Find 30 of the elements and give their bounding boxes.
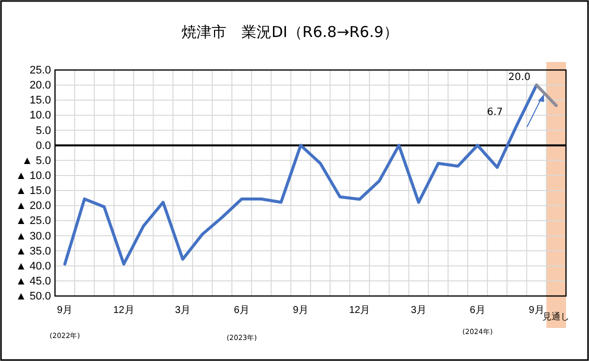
y-tick-label: 25.0 [30, 64, 51, 77]
y-tick-label: ▲ 40.0 [16, 260, 51, 272]
y-tick-label: ▲ 5.0 [22, 154, 51, 167]
x-tick-label: 6月 [234, 305, 250, 316]
y-tick-label: ▲ 50.0 [16, 290, 51, 303]
y-tick-label: 20.0 [30, 80, 51, 92]
y-tick-label: 5.0 [36, 124, 51, 137]
y-tick-label: ▲ 10.0 [16, 170, 51, 182]
data-label: 20.0 [508, 72, 531, 84]
y-tick-label: ▲ 25.0 [16, 215, 51, 228]
x-tick-label: 3月 [174, 305, 191, 316]
y-tick-label: ▲ 20.0 [16, 200, 51, 212]
x-tick-label: 3月 [410, 305, 426, 316]
y-tick-label: 0.0 [36, 140, 51, 152]
x-tick-label: 9月 [57, 305, 73, 316]
y-tick-label: ▲ 45.0 [16, 275, 51, 288]
x-tick-label: 12月 [349, 305, 370, 316]
x-tick-label: 12月 [113, 305, 134, 316]
y-tick-label: 10.0 [30, 110, 51, 122]
y-tick-label: ▲ 30.0 [16, 230, 51, 242]
x-tick-label: 6月 [470, 305, 486, 316]
x-tick-label: 見通し [542, 312, 570, 322]
y-tick-label: ▲ 15.0 [16, 185, 51, 198]
data-label: 6.7 [486, 107, 503, 118]
line-series [63, 84, 538, 266]
x-tick-label: 9月 [292, 305, 308, 316]
y-tick-label: 15.0 [30, 94, 51, 107]
x-tick-label: 9月 [528, 305, 544, 316]
chart-title: 焼津市 業況DI（R6.8→R6.9） [181, 23, 399, 41]
y-tick-label: ▲ 35.0 [16, 245, 51, 258]
